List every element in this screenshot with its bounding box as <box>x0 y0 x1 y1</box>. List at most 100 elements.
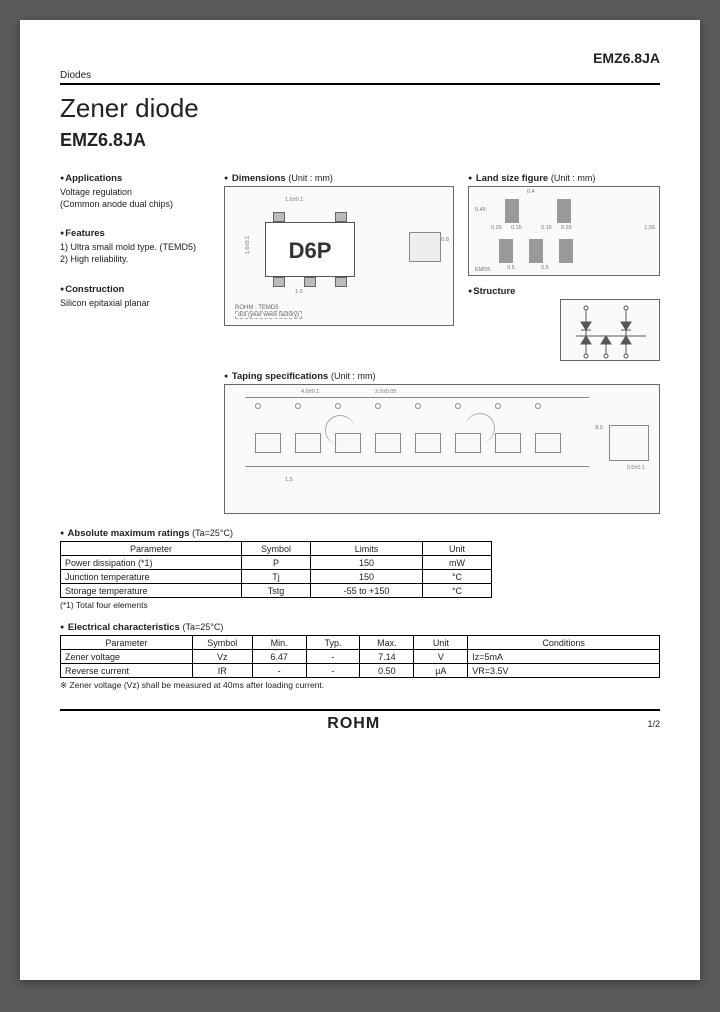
construction-heading: Construction <box>60 284 210 295</box>
cell: Vz <box>192 650 252 664</box>
land-pad-1 <box>505 199 519 223</box>
abs-max-table: Parameter Symbol Limits Unit Power dissi… <box>60 541 492 598</box>
dimensions-diagram: 1.6±0.1 D6P 0.8 1.6±0.1 1.0 ROHM : TEMD5… <box>224 186 454 326</box>
land-dim-g1: 0.5 <box>507 265 515 271</box>
cell: 7.14 <box>360 650 414 664</box>
tape-pocket <box>375 433 401 453</box>
structure-diagram <box>560 299 660 361</box>
tape-depth: 0.5±0.1 <box>627 465 645 471</box>
cell: VR=3.5V <box>468 664 660 678</box>
land-dim-d: 0.15 <box>511 225 522 231</box>
elec-heading-text: Electrical characteristics <box>68 622 180 633</box>
land-dim-h: 1.55 <box>644 225 655 231</box>
cell: Junction temperature <box>61 570 242 584</box>
col-unit: Unit <box>414 636 468 650</box>
cell: IR <box>192 664 252 678</box>
land-unit: (Unit : mm) <box>551 173 596 183</box>
land-pad-5 <box>559 239 573 263</box>
cell: Storage temperature <box>61 584 242 598</box>
land-heading: Land size figure (Unit : mm) <box>468 173 660 184</box>
left-column: Applications Voltage regulation (Common … <box>60 173 210 361</box>
tape-outline <box>245 397 589 467</box>
features-heading: Features <box>60 228 210 239</box>
construction-text: Silicon epitaxial planar <box>60 297 210 309</box>
tape-dim-b: 1.5 <box>285 477 293 483</box>
applications-heading: Applications <box>60 173 210 184</box>
cell: Zener voltage <box>61 650 193 664</box>
taping-heading-text: Taping specifications <box>232 371 328 382</box>
taping-section: Taping specifications (Unit : mm) <box>224 371 660 514</box>
col-limits: Limits <box>310 542 422 556</box>
land-dim-c: 0.25 <box>491 225 502 231</box>
leader-2 <box>465 413 495 443</box>
tape-side-view <box>609 425 649 461</box>
cell: Tstg <box>242 584 311 598</box>
cell: Reverse current <box>61 664 193 678</box>
features-text: 1) Ultra small mold type. (TEMD5) 2) Hig… <box>60 241 210 265</box>
tape-width: 8.0 <box>595 425 603 431</box>
tape-pocket <box>295 433 321 453</box>
cell: Tj <box>242 570 311 584</box>
footer-rule <box>60 709 660 711</box>
elec-char-section: Electrical characteristics (Ta=25°C) Par… <box>60 622 660 691</box>
land-diagram: 0.4 0.45 0.25 0.15 0.15 0.25 1.55 0.5 0.… <box>468 186 660 276</box>
cell: P <box>242 556 311 570</box>
elec-note: ※ Zener voltage (Vz) shall be measured a… <box>60 680 660 691</box>
rohm-logo: ROHM <box>327 715 380 733</box>
taping-unit: (Unit : mm) <box>331 371 376 381</box>
land-dim-b: 0.45 <box>475 207 486 213</box>
dim-width: 1.6±0.1 <box>285 197 303 203</box>
table-row: Zener voltage Vz 6.47 - 7.14 V Iz=5mA <box>61 650 660 664</box>
land-dim-g2: 0.5 <box>541 265 549 271</box>
table-header-row: Parameter Symbol Limits Unit <box>61 542 492 556</box>
table-header-row: Parameter Symbol Min. Typ. Max. Unit Con… <box>61 636 660 650</box>
taping-diagram: 4.0±0.1 2.0±0.05 8.0 1.5 0.5±0.1 <box>224 384 660 514</box>
abs-max-section: Absolute maximum ratings (Ta=25°C) Param… <box>60 528 660 610</box>
land-label: EMD5 <box>475 267 490 273</box>
part-number-main: EMZ6.8JA <box>60 130 660 151</box>
tape-pocket <box>255 433 281 453</box>
chip-outline: D6P <box>265 222 355 277</box>
col-unit: Unit <box>423 542 492 556</box>
lead-5 <box>335 277 347 287</box>
col-parameter: Parameter <box>61 636 193 650</box>
tape-hole-pitch: 2.0±0.05 <box>375 389 396 395</box>
cell: °C <box>423 584 492 598</box>
info-columns: Applications Voltage regulation (Common … <box>60 173 660 361</box>
land-dim-f: 0.25 <box>561 225 572 231</box>
land-pad-2 <box>557 199 571 223</box>
col-max: Max. <box>360 636 414 650</box>
lead-4 <box>304 277 316 287</box>
abs-max-heading: Absolute maximum ratings (Ta=25°C) <box>60 528 660 539</box>
chip-marking: D6P <box>266 223 354 278</box>
lead-1 <box>273 212 285 222</box>
cell: °C <box>423 570 492 584</box>
abs-max-note: (*1) Total four elements <box>60 600 660 610</box>
right-column: Land size figure (Unit : mm) 0.4 0.45 0.… <box>468 173 660 361</box>
lead-3 <box>273 277 285 287</box>
dim-pitch: 1.0 <box>295 289 303 295</box>
col-typ: Typ. <box>306 636 360 650</box>
table-row: Reverse current IR - - 0.50 µA VR=3.5V <box>61 664 660 678</box>
part-number-header: EMZ6.8JA <box>60 50 660 66</box>
cell: 150 <box>310 570 422 584</box>
elec-char-table: Parameter Symbol Min. Typ. Max. Unit Con… <box>60 635 660 678</box>
cell: 0.50 <box>360 664 414 678</box>
dim-thickness: 0.8 <box>441 237 449 243</box>
cell: V <box>414 650 468 664</box>
page-number: 1/2 <box>647 719 660 729</box>
cell: 6.47 <box>252 650 306 664</box>
land-pad-3 <box>499 239 513 263</box>
land-dim-a: 0.4 <box>527 189 535 195</box>
datasheet-page: EMZ6.8JA Diodes Zener diode EMZ6.8JA App… <box>20 20 700 980</box>
dimensions-heading-text: Dimensions <box>232 173 286 184</box>
structure-svg <box>561 300 661 362</box>
applications-text: Voltage regulation (Common anode dual ch… <box>60 186 210 210</box>
cell: µA <box>414 664 468 678</box>
taping-heading: Taping specifications (Unit : mm) <box>224 371 660 382</box>
table-row: Power dissipation (*1) P 150 mW <box>61 556 492 570</box>
tape-pocket <box>535 433 561 453</box>
tape-pocket <box>495 433 521 453</box>
tape-pitch: 4.0±0.1 <box>301 389 319 395</box>
cell: - <box>306 650 360 664</box>
